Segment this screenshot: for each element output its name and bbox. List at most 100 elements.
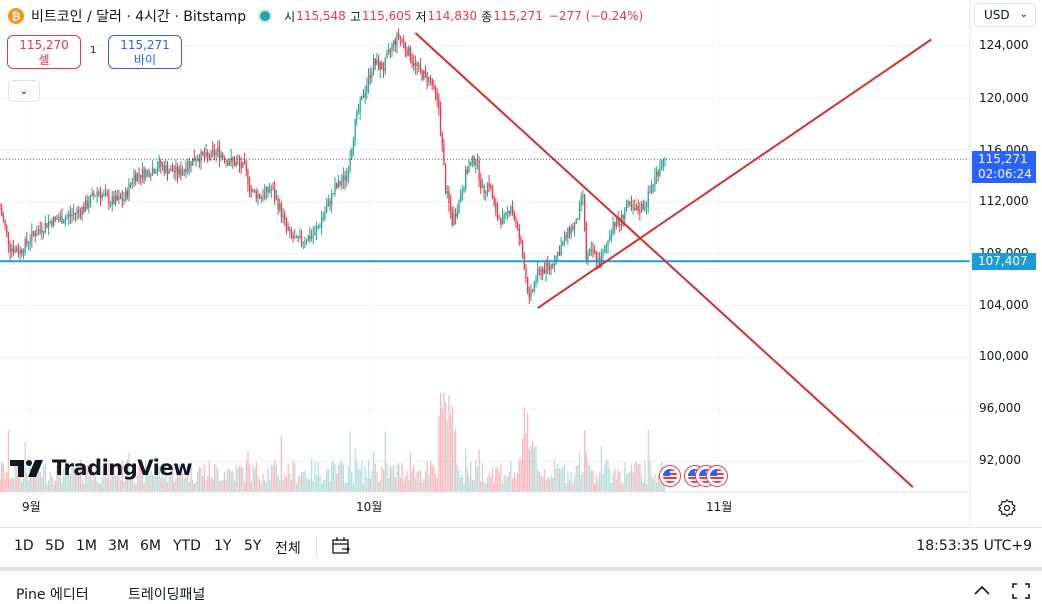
volume-bar — [391, 467, 393, 492]
volume-bar — [207, 475, 209, 492]
volume-bar — [656, 481, 658, 492]
tradingview-logo[interactable]: TradingView — [10, 456, 192, 480]
volume-bar — [634, 462, 636, 492]
candle-body — [314, 231, 316, 236]
tab-trading-panel[interactable]: 트레이딩패널 — [128, 587, 206, 603]
candle-body — [421, 69, 423, 80]
candle-body — [309, 235, 311, 240]
candle-body — [272, 188, 274, 190]
candle-body — [545, 263, 547, 273]
candle-body — [481, 185, 484, 188]
range-3m-button[interactable]: 3M — [108, 538, 129, 554]
volume-bar — [490, 476, 492, 492]
tab-pine-editor[interactable]: Pine 에디터 — [16, 587, 89, 603]
volume-bar — [222, 479, 224, 492]
candle-body — [22, 252, 25, 254]
ohlc-close-value: 115,271 — [493, 9, 543, 23]
price-axis-label: 104,000 — [979, 298, 1029, 312]
candle-body — [491, 187, 494, 199]
volume-bar — [22, 467, 25, 492]
candle-body — [367, 74, 370, 86]
candle-body — [408, 47, 410, 56]
range-1m-button[interactable]: 1M — [76, 538, 97, 554]
go-to-date-calendar-icon[interactable] — [330, 535, 352, 557]
volume-bar — [460, 476, 462, 492]
range-1d-button[interactable]: 1D — [14, 538, 34, 554]
volume-bar — [421, 482, 423, 492]
candle-body — [376, 59, 378, 65]
candle-body — [192, 158, 194, 166]
candle-body — [188, 161, 190, 168]
candle-body — [24, 239, 26, 253]
volume-bar — [486, 477, 489, 492]
sell-button[interactable]: 115,270 셀 — [7, 35, 81, 69]
volume-bar — [508, 471, 510, 492]
candle-body — [448, 191, 450, 204]
volume-bar — [168, 472, 170, 492]
symbol-title[interactable]: 비트코인 / 달러 · 4시간 · Bitstamp — [31, 9, 247, 25]
volume-bar — [11, 476, 13, 492]
volume-bar — [114, 475, 117, 492]
candle-body — [84, 200, 87, 212]
grid-layer — [0, 0, 970, 492]
volume-bar — [138, 462, 140, 492]
us-event-flag-icon[interactable] — [706, 465, 728, 487]
range-5d-button[interactable]: 5D — [45, 538, 65, 554]
horizontal-line-price-tag[interactable]: 107,407 — [972, 253, 1036, 270]
volume-bar — [408, 480, 410, 492]
candle-body — [146, 170, 149, 172]
volume-bar — [292, 460, 294, 492]
candle-body — [165, 165, 167, 173]
volume-bar — [468, 475, 470, 492]
maximize-panel-icon[interactable] — [1011, 582, 1031, 600]
candle-body — [644, 206, 646, 209]
range-ytd-button[interactable]: YTD — [173, 538, 201, 554]
chevron-up-icon[interactable] — [972, 583, 992, 599]
trend-line[interactable] — [537, 38, 932, 309]
volume-bar — [376, 472, 378, 492]
clock-timezone[interactable]: 18:53:35 UTC+9 — [916, 538, 1032, 554]
current-price-tag: 115,271 02:06:24 — [972, 151, 1036, 183]
range-1y-button[interactable]: 1Y — [214, 538, 232, 554]
candle-body — [26, 239, 28, 244]
legend-collapse-button[interactable]: ⌄ — [8, 80, 40, 102]
ohlc-close-label: 종 — [481, 9, 493, 24]
market-open-status-icon[interactable] — [258, 9, 273, 23]
currency-select[interactable]: USD ⌄ — [974, 3, 1036, 27]
candle-body — [404, 43, 407, 50]
candle-body — [393, 40, 395, 45]
volume-bar — [148, 475, 150, 492]
volume-bar — [337, 465, 340, 492]
range-5y-button[interactable]: 5Y — [244, 538, 262, 554]
candle-body — [247, 170, 249, 185]
volume-bar — [106, 478, 108, 492]
range-all-button[interactable]: 전체 — [275, 541, 301, 557]
candle-body — [582, 195, 584, 198]
candle-body — [399, 36, 402, 39]
candle-body — [532, 289, 534, 291]
candle-body — [173, 171, 175, 173]
volume-bar — [46, 483, 48, 492]
buy-button[interactable]: 115,271 바이 — [108, 35, 182, 69]
trend-line[interactable] — [414, 32, 914, 488]
candle-body — [56, 218, 58, 220]
chart-settings-gear-icon[interactable] — [997, 498, 1017, 518]
drawing-layer[interactable] — [0, 32, 970, 488]
us-event-flag-icon[interactable] — [659, 465, 681, 487]
volume-bar — [101, 478, 103, 492]
candle-body — [254, 189, 256, 192]
candle-body — [488, 183, 490, 186]
range-6m-button[interactable]: 6M — [140, 538, 161, 554]
order-quantity[interactable]: 1 — [90, 45, 97, 56]
candle-body — [93, 193, 95, 196]
candle-body — [118, 196, 120, 200]
volume-bar — [76, 464, 78, 492]
volume-bar — [238, 465, 241, 492]
candle-body — [548, 265, 551, 270]
volume-bar — [635, 461, 638, 492]
volume-bar — [624, 462, 626, 492]
candle-body — [240, 164, 242, 168]
volume-bar — [205, 479, 207, 492]
